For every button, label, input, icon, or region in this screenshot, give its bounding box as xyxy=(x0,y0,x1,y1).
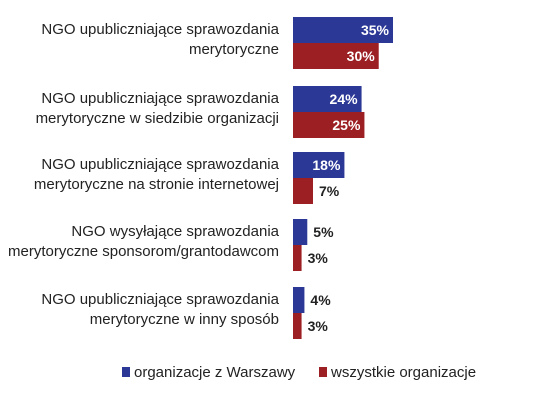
category-label-line: merytoryczne sponsorom/grantodawcom xyxy=(8,243,279,260)
category-labels: NGO upubliczniające sprawozdania merytory… xyxy=(8,21,280,328)
category-label-line: NGO upubliczniające sprawozdania xyxy=(41,156,279,173)
bar-wszystkie xyxy=(293,245,302,271)
category-label-line: merytoryczne w inny sposób xyxy=(90,311,279,328)
legend-swatch xyxy=(122,367,130,377)
data-label: 5% xyxy=(313,224,334,240)
bar-warszawa xyxy=(293,86,362,112)
bar-wszystkie xyxy=(293,112,365,138)
data-label: 7% xyxy=(319,183,340,199)
bar-warszawa xyxy=(293,219,308,245)
bar-warszawa xyxy=(293,17,393,43)
legend-swatch xyxy=(319,367,327,377)
legend-label: organizacje z Warszawy xyxy=(134,364,296,381)
category-label: NGO upubliczniające sprawozdania merytory… xyxy=(36,90,280,127)
data-label: 3% xyxy=(308,250,329,266)
bar-wszystkie xyxy=(293,43,379,69)
category-label-line: merytoryczne w siedzibie organizacji xyxy=(36,110,279,127)
bars-group: 35% 30% 24% 25% 18% 7% 5% 3% 4% 3% xyxy=(293,17,393,339)
data-label: 4% xyxy=(310,292,331,308)
bar-warszawa xyxy=(293,152,345,178)
category-label-line: merytoryczne na stronie internetowej xyxy=(34,176,279,193)
category-label: NGO wysyłające sprawozdania merytoryczne … xyxy=(8,223,280,260)
category-label: NGO upubliczniające sprawozdania merytory… xyxy=(41,21,279,58)
data-label: 24% xyxy=(330,91,359,107)
bar-wszystkie xyxy=(293,178,313,204)
legend: organizacje z Warszawy wszystkie organiza… xyxy=(122,364,476,381)
category-label-line: NGO upubliczniające sprawozdania xyxy=(41,90,279,107)
data-label: 35% xyxy=(361,22,390,38)
category-label: NGO upubliczniające sprawozdania merytory… xyxy=(41,291,279,328)
data-label: 18% xyxy=(312,157,341,173)
category-label-line: merytoryczne xyxy=(189,41,279,58)
category-label: NGO upubliczniające sprawozdania merytory… xyxy=(34,156,280,193)
bar-warszawa xyxy=(293,287,305,313)
bar-wszystkie xyxy=(293,313,302,339)
data-label: 30% xyxy=(347,48,376,64)
data-label: 25% xyxy=(332,117,361,133)
category-label-line: NGO wysyłające sprawozdania xyxy=(71,223,279,240)
legend-label: wszystkie organizacje xyxy=(330,364,476,381)
category-label-line: NGO upubliczniające sprawozdania xyxy=(41,21,279,38)
category-label-line: NGO upubliczniające sprawozdania xyxy=(41,291,279,308)
data-label: 3% xyxy=(308,318,329,334)
